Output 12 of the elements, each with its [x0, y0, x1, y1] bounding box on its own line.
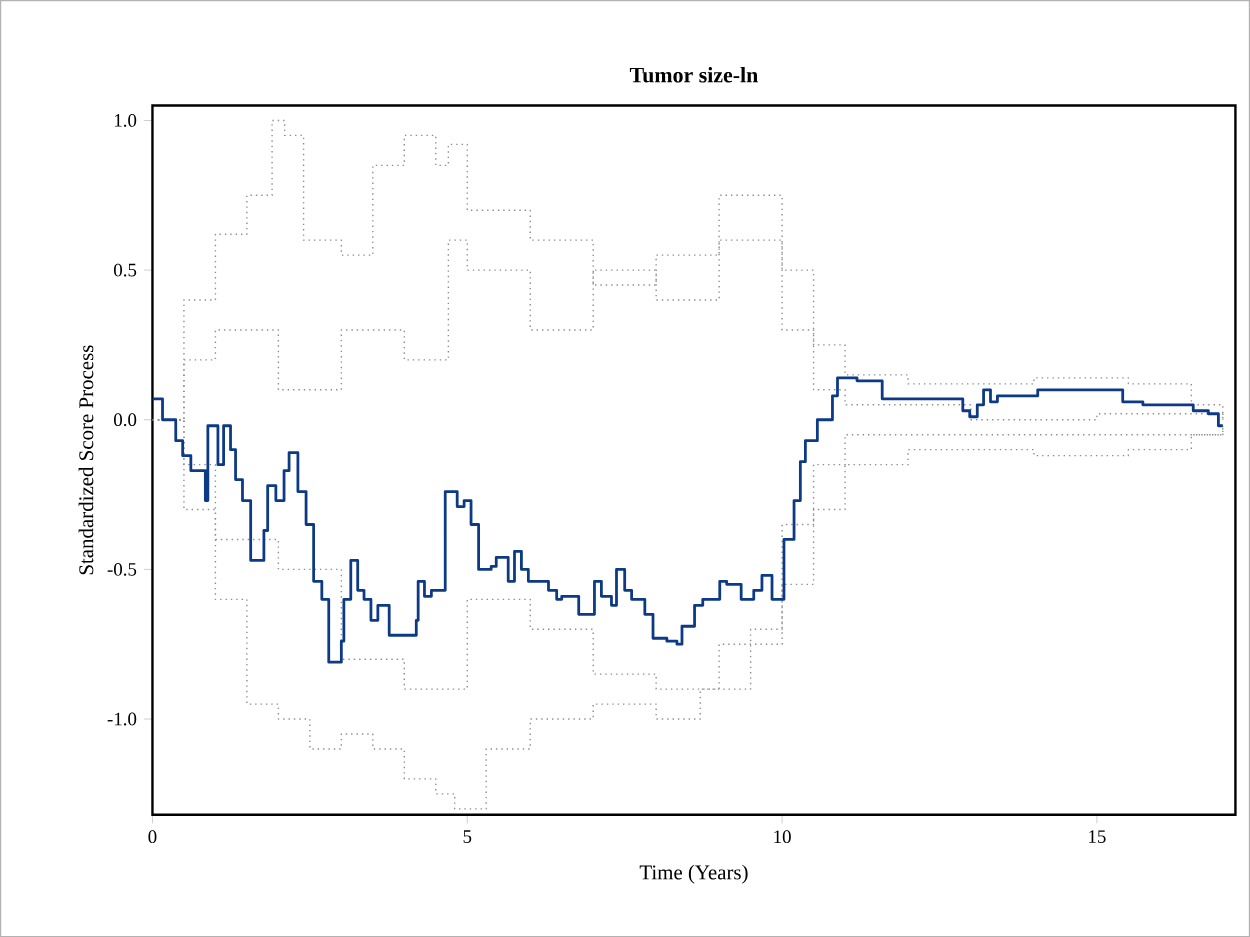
- x-tick-label: 5: [463, 830, 472, 843]
- y-tick-label: 1.0: [114, 113, 137, 127]
- y-tick-label: -1.0: [107, 712, 137, 726]
- y-tick-label: 0.5: [114, 263, 137, 277]
- x-axis-title: Time (Years): [639, 864, 748, 884]
- x-tick-label: 10: [774, 830, 791, 843]
- chart-title: Tumor size-ln: [629, 66, 758, 83]
- y-axis-title: Standardized Score Process: [78, 345, 94, 575]
- y-tick-label: -0.5: [107, 562, 137, 576]
- x-tick-label: 0: [148, 830, 157, 843]
- y-tick-label: 0.0: [114, 413, 137, 427]
- x-tick-label: 15: [1089, 830, 1106, 843]
